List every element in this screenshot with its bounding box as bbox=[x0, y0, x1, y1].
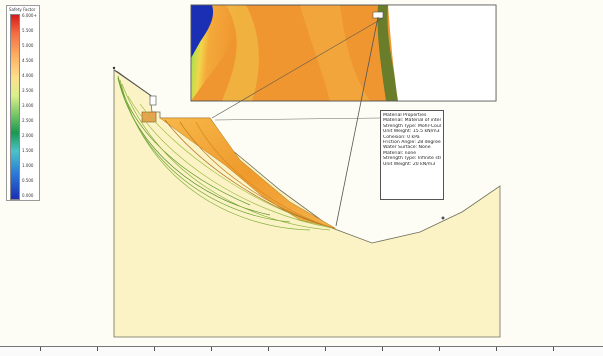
ruler-tick bbox=[496, 347, 497, 351]
ruler-tick bbox=[97, 347, 98, 351]
material-line: Strength Type: Infinite strength bbox=[383, 156, 441, 162]
material-line: Material: Material of interface bbox=[383, 118, 441, 124]
material-line: Cohesion: 0 kPa bbox=[383, 134, 420, 140]
ruler-tick bbox=[439, 347, 440, 351]
ruler-tick bbox=[40, 347, 41, 351]
grid-point-top bbox=[112, 66, 116, 70]
horizontal-ruler bbox=[0, 346, 603, 356]
material-line: Material: none bbox=[383, 150, 417, 156]
legend-label: 4.500 bbox=[22, 58, 34, 63]
legend-label: 2.500 bbox=[22, 118, 34, 123]
legend-color-bar bbox=[10, 14, 20, 200]
zoom-leader-line-2 bbox=[211, 17, 384, 119]
ruler-tick bbox=[211, 347, 212, 351]
grid-point bbox=[441, 216, 445, 220]
legend-label: 6.000+ bbox=[22, 13, 37, 18]
material-line: Water Surface: None bbox=[383, 145, 431, 151]
legend-label: 3.000 bbox=[22, 103, 34, 108]
top-marker bbox=[149, 95, 157, 106]
material-line: Strength Type: Mohr-Coulomb bbox=[383, 123, 441, 129]
ruler-tick bbox=[268, 347, 269, 351]
material-leader-line bbox=[214, 117, 381, 121]
legend-label: 4.000 bbox=[22, 73, 34, 78]
legend-labels: 6.000+ 5.500 5.000 4.500 4.000 3.500 3.0… bbox=[22, 14, 40, 200]
zoom-inset bbox=[190, 4, 497, 102]
legend-label: 0.000 bbox=[22, 193, 34, 198]
legend-label: 3.500 bbox=[22, 88, 34, 93]
material-line: Unit Weight: 15.5 kN/m3 bbox=[383, 129, 440, 135]
material-line: Unit Weight: 20 kN/m3 bbox=[383, 161, 436, 167]
legend-title: Safety Factor bbox=[9, 7, 36, 12]
material-properties-box[interactable]: Material Properties Material: Material o… bbox=[380, 110, 444, 200]
slip-surface-lines bbox=[117, 75, 337, 231]
safety-factor-legend: Safety Factor 6.000+ 5.500 5.000 4.500 4… bbox=[6, 5, 40, 201]
critical-slide-mass bbox=[159, 117, 336, 229]
ruler-tick bbox=[154, 347, 155, 351]
zoom-leader-line bbox=[335, 16, 379, 227]
legend-label: 1.000 bbox=[22, 163, 34, 168]
legend-label: 0.500 bbox=[22, 178, 34, 183]
legend-label: 5.500 bbox=[22, 28, 34, 33]
legend-label: 1.500 bbox=[22, 148, 34, 153]
legend-label: 5.000 bbox=[22, 43, 34, 48]
material-line: Material Properties bbox=[383, 113, 427, 118]
ruler-tick bbox=[382, 347, 383, 351]
ruler-tick bbox=[553, 347, 554, 351]
ruler-tick bbox=[325, 347, 326, 351]
legend-label: 2.000 bbox=[22, 133, 34, 138]
material-line: Friction Angle: 28 degrees bbox=[383, 140, 441, 146]
